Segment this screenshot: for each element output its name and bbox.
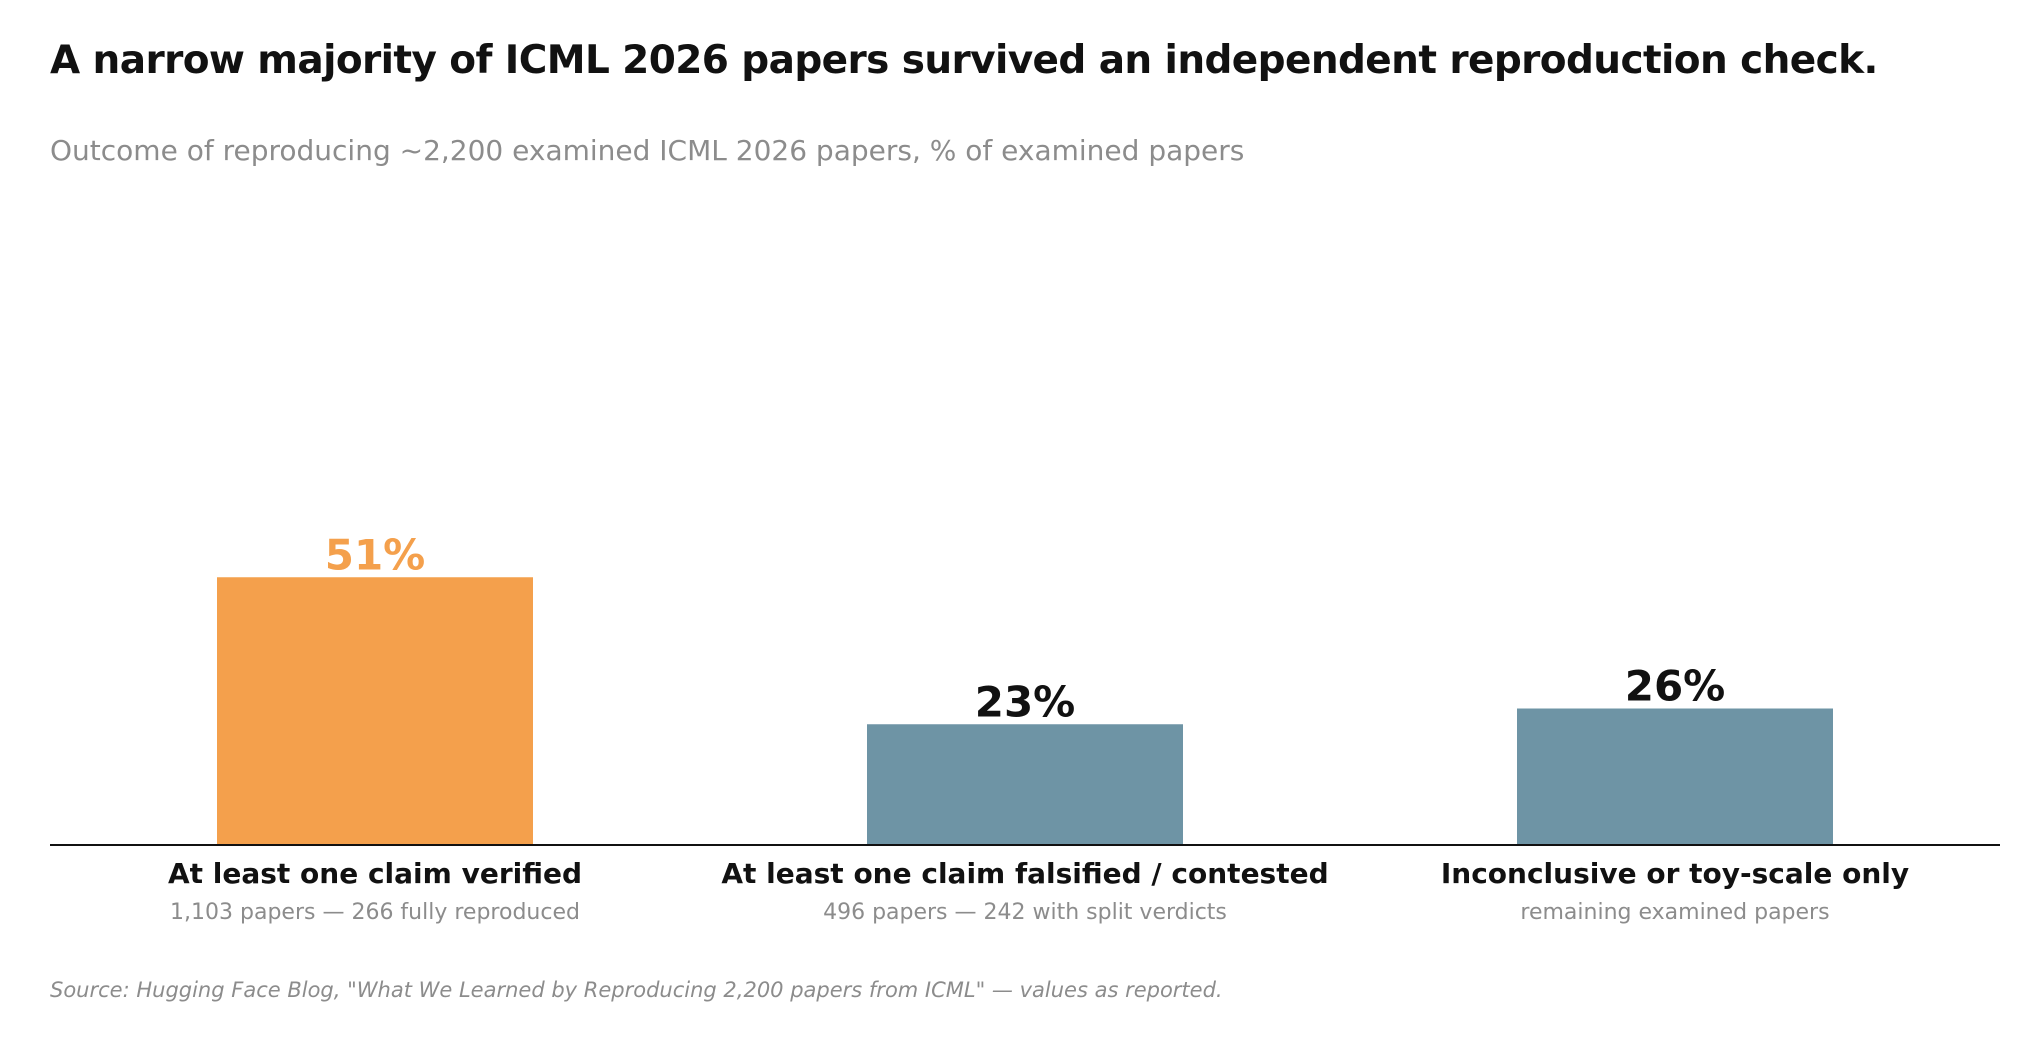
category-sublabel-3: remaining examined papers (1520, 900, 1829, 925)
chart-subtitle: Outcome of reproducing ~2,200 examined I… (50, 134, 1245, 167)
chart-title: A narrow majority of ICML 2026 papers su… (50, 38, 1878, 83)
bar-2 (867, 724, 1183, 845)
bar-1 (217, 577, 533, 845)
category-sublabel-2: 496 papers — 242 with split verdicts (823, 900, 1227, 925)
category-sublabel-1: 1,103 papers — 266 fully reproduced (170, 900, 580, 925)
category-label-1: At least one claim verified (168, 857, 582, 890)
data-label-1: 51% (325, 530, 426, 579)
category-label-3: Inconclusive or toy-scale only (1441, 857, 1909, 890)
bar-3 (1517, 708, 1833, 845)
data-label-3: 26% (1625, 662, 1726, 711)
source-note: Source: Hugging Face Blog, "What We Lear… (50, 978, 1223, 1002)
bar-chart: 51% At least one claim verified 1,103 pape… (50, 530, 2000, 925)
category-label-2: At least one claim falsified / contested (721, 857, 1328, 890)
data-label-2: 23% (975, 677, 1076, 726)
